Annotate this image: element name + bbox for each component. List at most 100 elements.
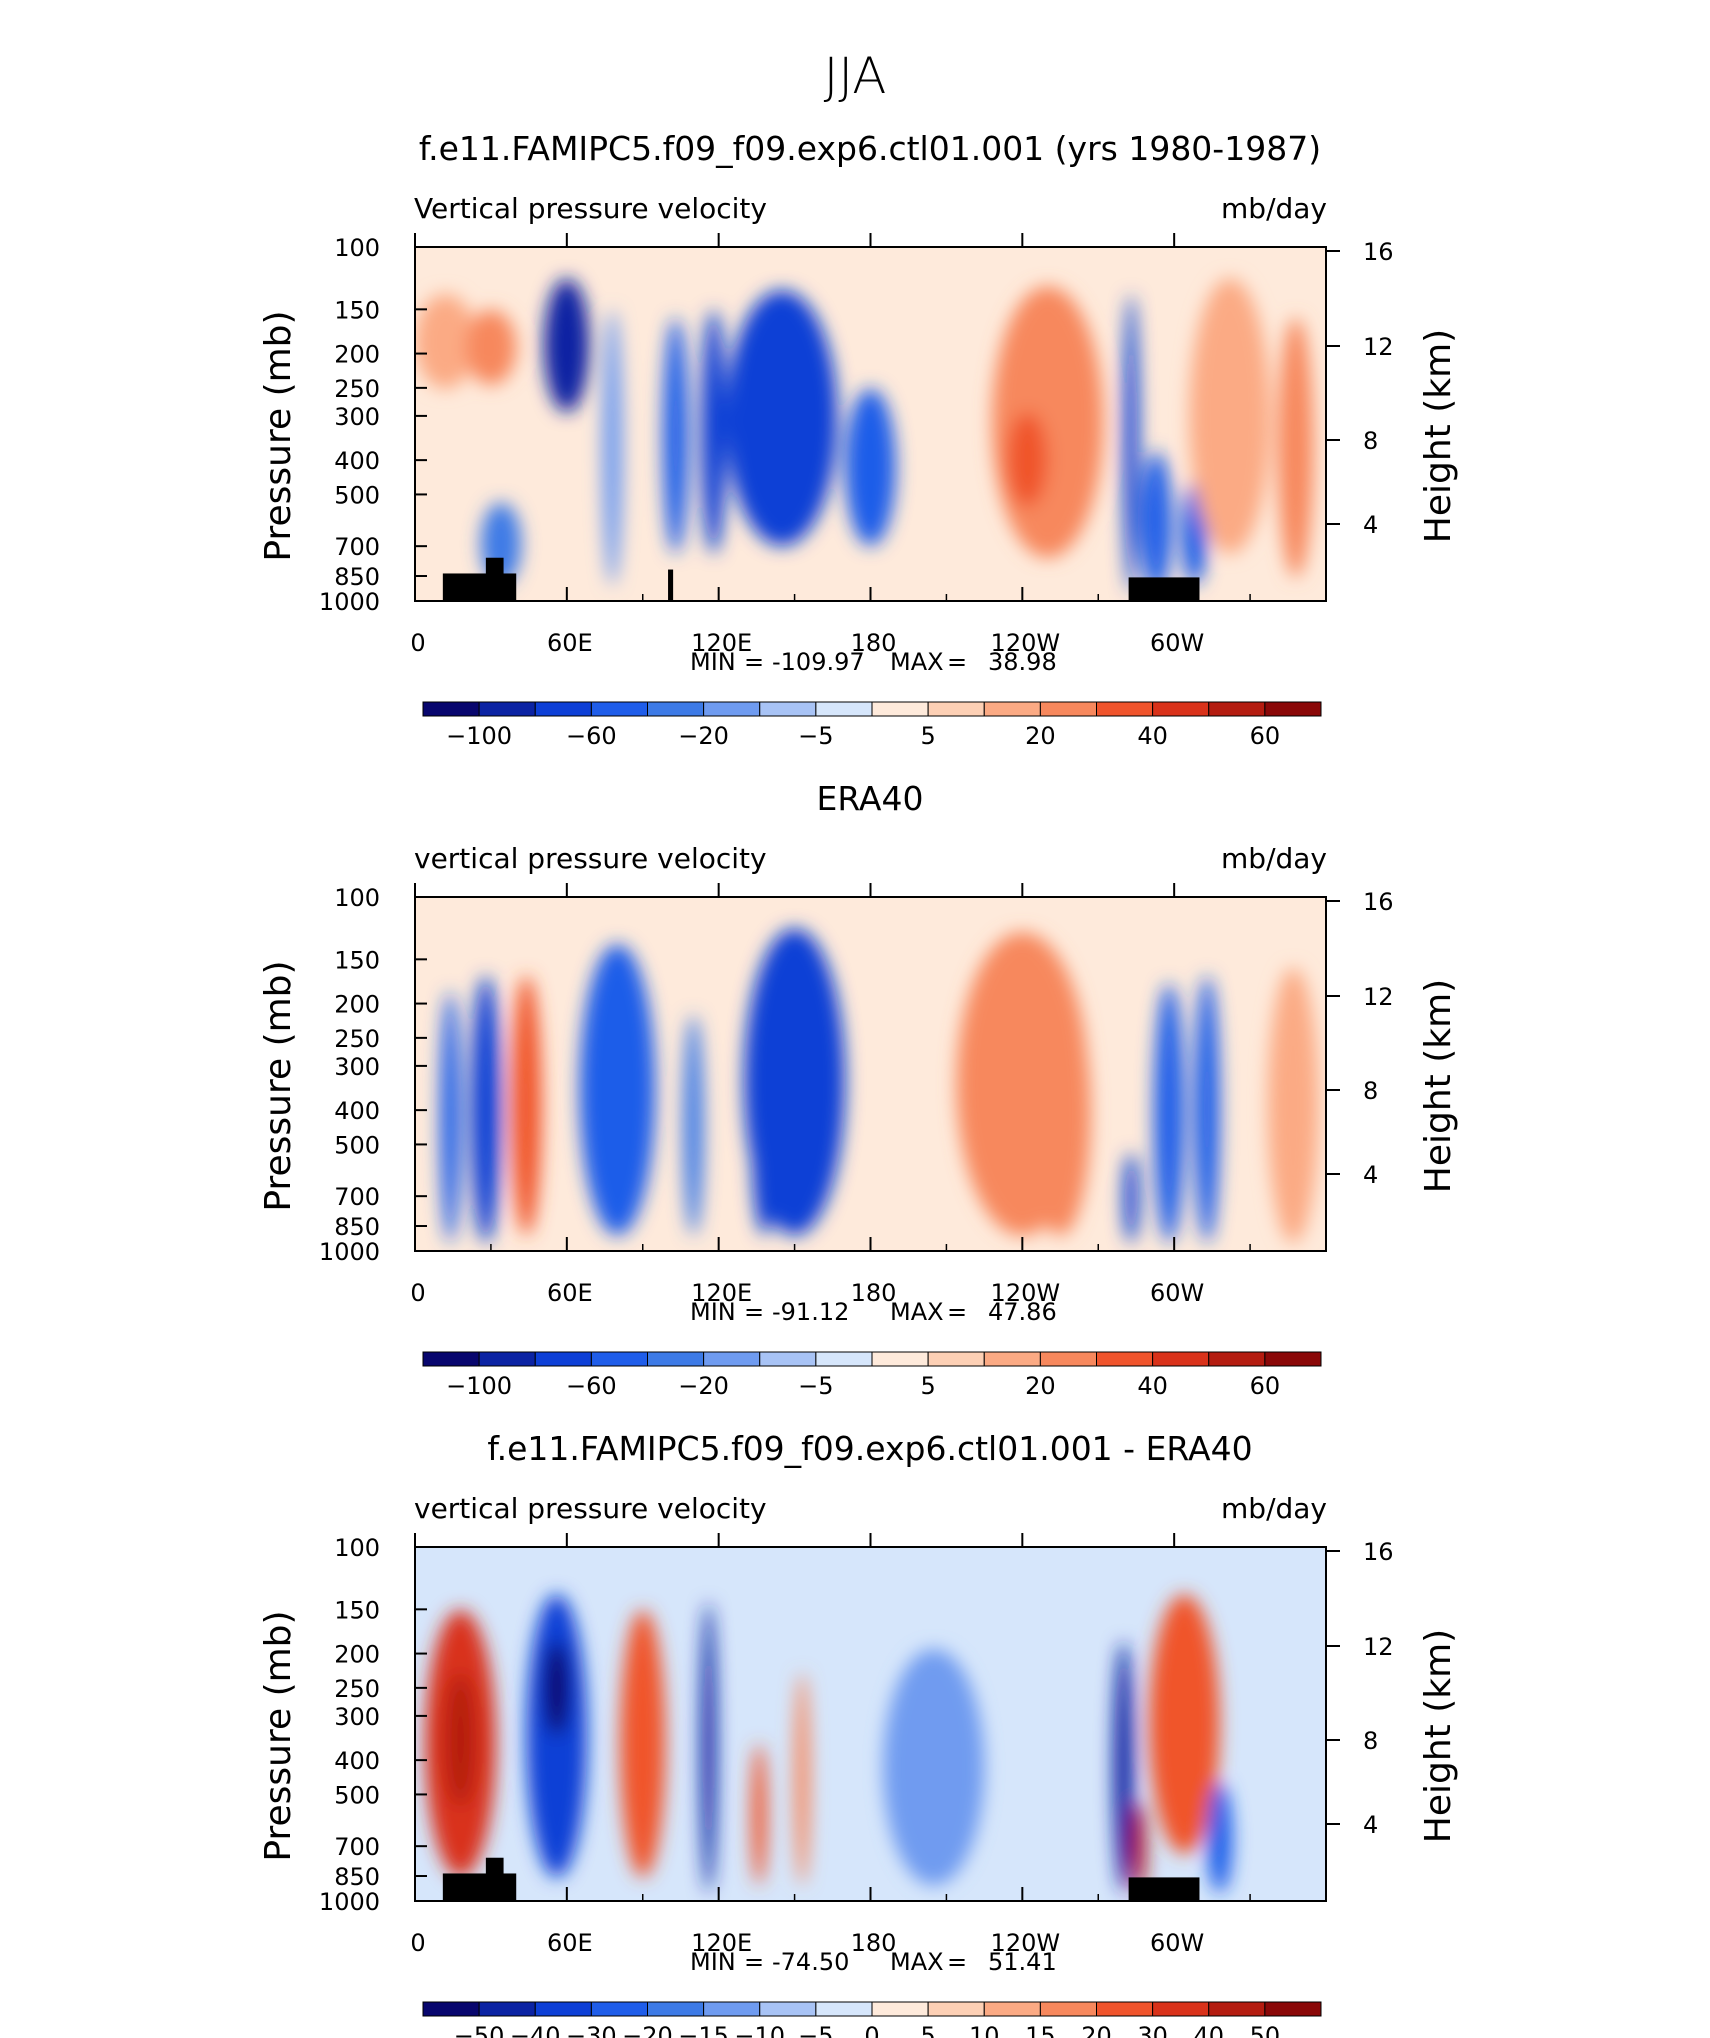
variable-label: vertical pressure velocity [414,1492,767,1525]
x-tick-label: 120E [691,1929,752,1957]
contour-cell [470,975,502,1244]
units-label: mb/day [1221,192,1327,225]
colorbar-swatch [927,1351,985,1367]
stat-max-label: MAX [890,1298,944,1326]
topography [485,1857,504,1901]
contour-cell [544,278,590,413]
colorbar-swatch [1096,1351,1154,1367]
y-tick-label: 100 [334,234,380,262]
colorbar-tick-label: 60 [1250,722,1281,750]
colorbar-tick-label: 10 [969,2022,1000,2038]
y2-axis-label: Height (km) [1418,1629,1459,1843]
contour-cell [683,1015,704,1236]
colorbar-tick-label: −20 [678,722,729,750]
colorbar-swatch [815,1351,873,1367]
colorbar-swatch [759,701,817,717]
y-tick-label: 400 [334,447,380,475]
colorbar-tick-label: 30 [1137,2022,1168,2038]
colorbar-tick-label: −60 [566,722,617,750]
stat-min-value: -91.12 [772,1298,849,1326]
contour-cell [1113,1641,1134,1894]
colorbar-tick-label: 20 [1081,2022,1112,2038]
colorbar-swatch [1208,701,1266,717]
colorbar-swatch [1039,2001,1097,2017]
stat-max-equals: = [947,1298,967,1326]
y-tick-label: 1000 [319,1238,380,1266]
contour-cell [1029,991,1091,1236]
x-tick-label: 0 [410,1279,425,1307]
y2-tick-label: 4 [1363,1811,1378,1839]
y-tick-label: 850 [334,1213,380,1241]
y-tick-label: 1000 [319,1888,380,1916]
contour-cell [1123,1152,1139,1244]
colorbar-tick-label: −60 [566,1372,617,1400]
stat-min-value: -109.97 [772,648,865,676]
colorbar-swatch [1152,2001,1210,2017]
colorbar-tick-label: −10 [734,2022,785,2038]
colorbar-swatch [478,2001,536,2017]
colorbar: −50 −40 −30 −20 −15 −10 −5 0 5 10 15 20 30 40 50 [422,2001,1322,2038]
colorbar-swatch [703,1351,761,1367]
contour-cell [1189,278,1271,554]
panel-title: ERA40 [816,779,923,818]
x-tick-label: 0 [410,1929,425,1957]
colorbar-swatch [1039,1351,1097,1367]
colorbar-tick-label: −15 [678,2022,729,2038]
panel-title: f.e11.FAMIPC5.f09_f09.exp6.ctl01.001 (yr… [419,129,1321,168]
contour-cell [602,309,623,586]
y2-tick-label: 12 [1363,983,1394,1011]
y-tick-label: 300 [334,1053,380,1081]
colorbar-swatch [1152,1351,1210,1367]
y2-axis-label: Height (km) [1418,979,1459,1193]
colorbar-swatch [647,2001,705,2017]
colorbar-swatch [1264,2001,1322,2017]
colorbar-swatch [1152,701,1210,717]
y-tick-label: 700 [334,1183,380,1211]
contour-cell [751,1054,777,1236]
colorbar-swatch [1096,701,1154,717]
x-tick-label: 60E [547,629,593,657]
colorbar-tick-label: −5 [798,1372,833,1400]
y-tick-label: 250 [334,1675,380,1703]
colorbar-tick-label: −5 [798,722,833,750]
contour-cell [1267,967,1319,1244]
y-tick-label: 150 [334,1596,380,1624]
topography [668,569,674,601]
stat-min-equals: = [744,648,764,676]
y-tick-label: 400 [334,1097,380,1125]
variable-label: vertical pressure velocity [414,842,767,875]
stat-min-label: MIN [690,1948,736,1976]
colorbar-swatch [478,1351,536,1367]
y-tick-label: 250 [334,375,380,403]
stat-min-label: MIN [690,1298,736,1326]
y-tick-label: 500 [334,481,380,509]
stat-max-label: MAX [890,648,944,676]
colorbar-swatch [983,2001,1041,2017]
colorbar-swatch [759,1351,817,1367]
stat-max-value: 38.98 [988,648,1057,676]
colorbar-swatch [815,2001,873,2017]
units-label: mb/day [1221,1492,1327,1525]
y2-tick-label: 16 [1363,888,1394,916]
contour-field [415,247,1326,601]
colorbar-swatch [422,2001,480,2017]
x-tick-label: 180 [851,629,897,657]
colorbar-tick-label: 20 [1025,1372,1056,1400]
y2-tick-label: 4 [1363,1161,1378,1189]
contour-cell [445,1672,476,1807]
y-tick-label: 700 [334,1833,380,1861]
panel-3: f.e11.FAMIPC5.f09_f09.exp6.ctl01.001 - E… [258,1429,1459,2038]
colorbar-tick-label: 60 [1250,1372,1281,1400]
contour-cell [1007,412,1048,507]
contour-cell [1141,451,1172,594]
variable-label: Vertical pressure velocity [414,192,767,225]
contour-cell [415,294,476,389]
colorbar-swatch [815,701,873,717]
topography [442,1873,517,1901]
y2-tick-label: 4 [1363,511,1378,539]
y2-tick-label: 8 [1363,1077,1378,1105]
stat-min-equals: = [744,1948,764,1976]
colorbar-swatch [534,1351,592,1367]
x-tick-label: 120E [691,1279,752,1307]
